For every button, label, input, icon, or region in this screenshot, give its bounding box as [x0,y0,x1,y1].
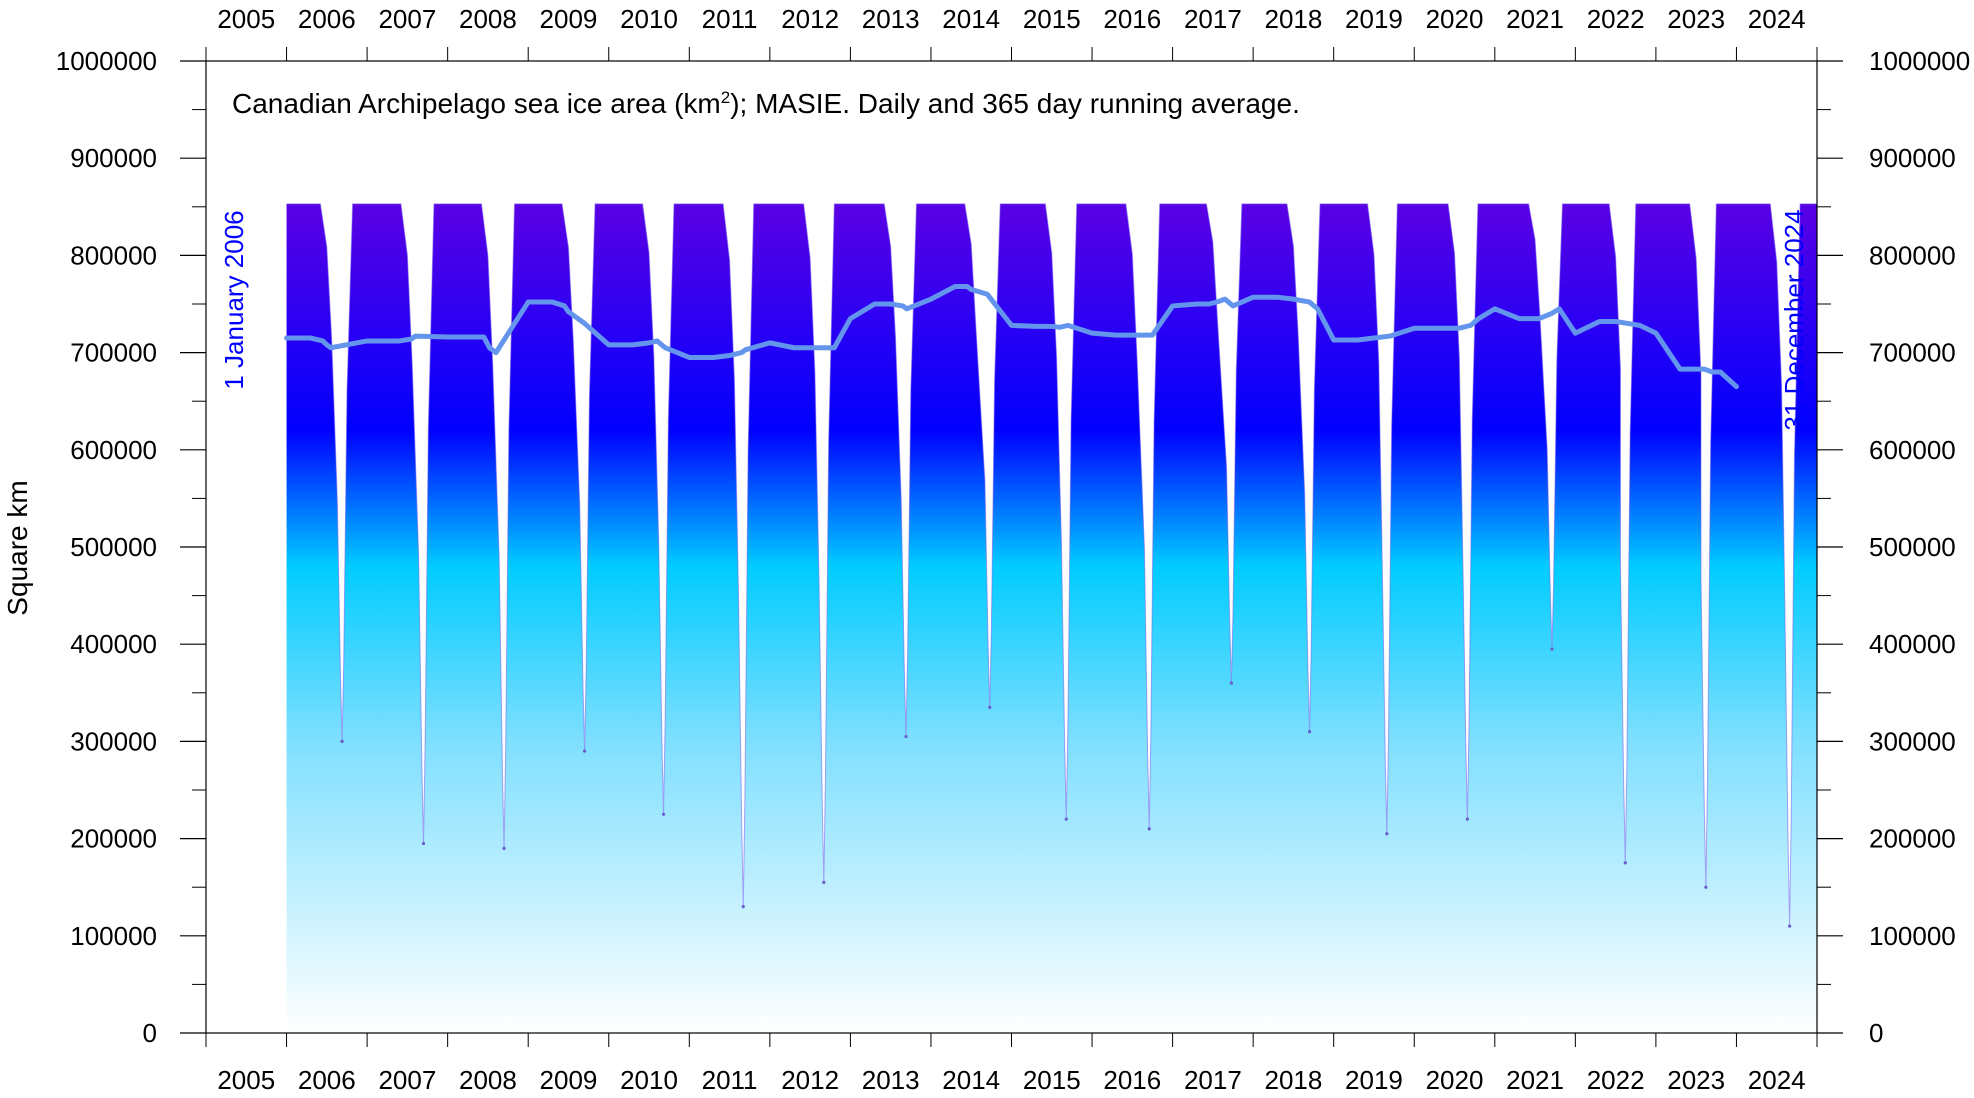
y-tick-label-right-4: 400000 [1869,629,1956,659]
x-tick-label-top-17: 2022 [1587,4,1645,34]
x-tick-label-top-4: 2009 [540,4,598,34]
y-tick-label-right-6: 600000 [1869,435,1956,465]
x-tick-label-bottom-0: 2005 [217,1065,275,1095]
x-tick-label-bottom-8: 2013 [862,1065,920,1095]
daily-minimum-0 [340,739,344,744]
y-tick-label-left-10: 1000000 [56,46,157,76]
daily-minimum-11 [1229,681,1234,685]
daily-minimum-12 [1307,730,1312,734]
x-tick-label-top-12: 2017 [1184,4,1242,34]
daily-minimum-15 [1550,647,1554,651]
y-tick-label-right-0: 0 [1869,1018,1883,1048]
x-tick-label-top-1: 2006 [298,4,356,34]
y-axis-title: Square km [2,480,33,615]
x-tick-label-bottom-4: 2009 [540,1065,598,1095]
y-tick-label-right-9: 900000 [1869,143,1956,173]
y-tick-label-right-10: 1000000 [1869,46,1970,76]
daily-minimum-4 [661,812,666,816]
x-tick-label-bottom-19: 2024 [1748,1065,1806,1095]
x-tick-label-top-7: 2012 [781,4,839,34]
y-tick-label-right-8: 800000 [1869,240,1956,270]
daily-minimum-2 [502,846,506,850]
x-tick-label-top-14: 2019 [1345,4,1403,34]
running-average-series [284,284,1739,390]
daily-minimum-1 [421,841,426,846]
x-tick-label-bottom-6: 2011 [702,1065,758,1095]
x-tick-label-bottom-2: 2007 [378,1065,436,1095]
daily-minimum-10 [1147,827,1151,831]
y-tick-label-left-0: 0 [143,1018,157,1048]
y-tick-label-left-3: 300000 [70,726,157,756]
x-tick-label-top-18: 2023 [1667,4,1725,34]
x-tick-label-bottom-1: 2006 [298,1065,356,1095]
daily-minimum-5 [741,905,745,909]
x-tick-label-top-6: 2011 [702,4,758,34]
y-tick-label-right-7: 700000 [1869,338,1956,368]
x-tick-label-top-10: 2015 [1023,4,1081,34]
x-tick-label-top-19: 2024 [1748,4,1806,34]
x-tick-label-top-8: 2013 [862,4,920,34]
x-tick-label-bottom-7: 2012 [781,1065,839,1095]
end-date-note: 31 December 2024 [1779,209,1809,430]
x-tick-label-top-0: 2005 [217,4,275,34]
daily-minimum-6 [822,880,826,884]
x-tick-label-bottom-10: 2015 [1023,1065,1081,1095]
y-tick-label-left-6: 600000 [70,435,157,465]
x-tick-label-bottom-5: 2010 [620,1065,678,1095]
daily-minimum-7 [904,734,908,739]
y-tick-label-left-2: 200000 [70,824,157,854]
y-tick-label-left-4: 400000 [70,629,157,659]
running-average-line [284,284,1739,390]
x-tick-label-bottom-18: 2023 [1667,1065,1725,1095]
daily-minimum-18 [1788,924,1792,928]
daily-minimum-13 [1385,832,1389,836]
x-tick-label-top-16: 2021 [1506,4,1564,34]
chart-title-main: Canadian Archipelago sea ice area (km [232,88,721,119]
daily-minimum-marks [340,647,1792,928]
x-tick-label-top-9: 2014 [942,4,1000,34]
x-tick-label-top-13: 2018 [1265,4,1323,34]
y-tick-label-left-9: 900000 [70,143,157,173]
y-tick-label-right-2: 200000 [1869,824,1956,854]
x-tick-label-bottom-9: 2014 [942,1065,1000,1095]
x-tick-label-bottom-15: 2020 [1426,1065,1484,1095]
x-tick-label-top-2: 2007 [378,4,436,34]
x-tick-label-bottom-17: 2022 [1587,1065,1645,1095]
x-tick-label-bottom-12: 2017 [1184,1065,1242,1095]
y-tick-label-left-8: 800000 [70,240,157,270]
x-tick-label-top-15: 2020 [1426,4,1484,34]
x-tick-label-bottom-14: 2019 [1345,1065,1403,1095]
daily-minimum-9 [1064,817,1068,821]
axes: 0 0 100000 100000 200000 200000 300000 300000 40… [56,4,1970,1095]
x-tick-label-bottom-3: 2008 [459,1065,517,1095]
daily-minimum-8 [988,705,992,709]
daily-ice-area [286,203,1817,1033]
y-tick-label-left-7: 700000 [70,338,157,368]
daily-minimum-17 [1704,885,1708,889]
y-tick-label-right-3: 300000 [1869,726,1956,756]
y-tick-label-left-1: 100000 [70,921,157,951]
x-tick-label-top-5: 2010 [620,4,678,34]
x-tick-label-bottom-16: 2021 [1506,1065,1564,1095]
x-tick-label-bottom-11: 2016 [1103,1065,1161,1095]
chart-title-superscript: 2 [721,88,730,107]
daily-minimum-16 [1623,861,1627,865]
x-tick-label-top-11: 2016 [1103,4,1161,34]
y-tick-label-right-5: 500000 [1869,532,1956,562]
y-tick-label-left-5: 500000 [70,532,157,562]
daily-minimum-3 [582,749,587,753]
y-tick-label-right-1: 100000 [1869,921,1956,951]
chart-title: Canadian Archipelago sea ice area (km2);… [232,88,1300,119]
x-tick-label-bottom-13: 2018 [1265,1065,1323,1095]
chart-title-rest: ); MASIE. Daily and 365 day running aver… [730,88,1300,119]
x-tick-label-top-3: 2008 [459,4,517,34]
start-date-note: 1 January 2006 [219,210,249,389]
daily-minimum-14 [1465,817,1470,821]
